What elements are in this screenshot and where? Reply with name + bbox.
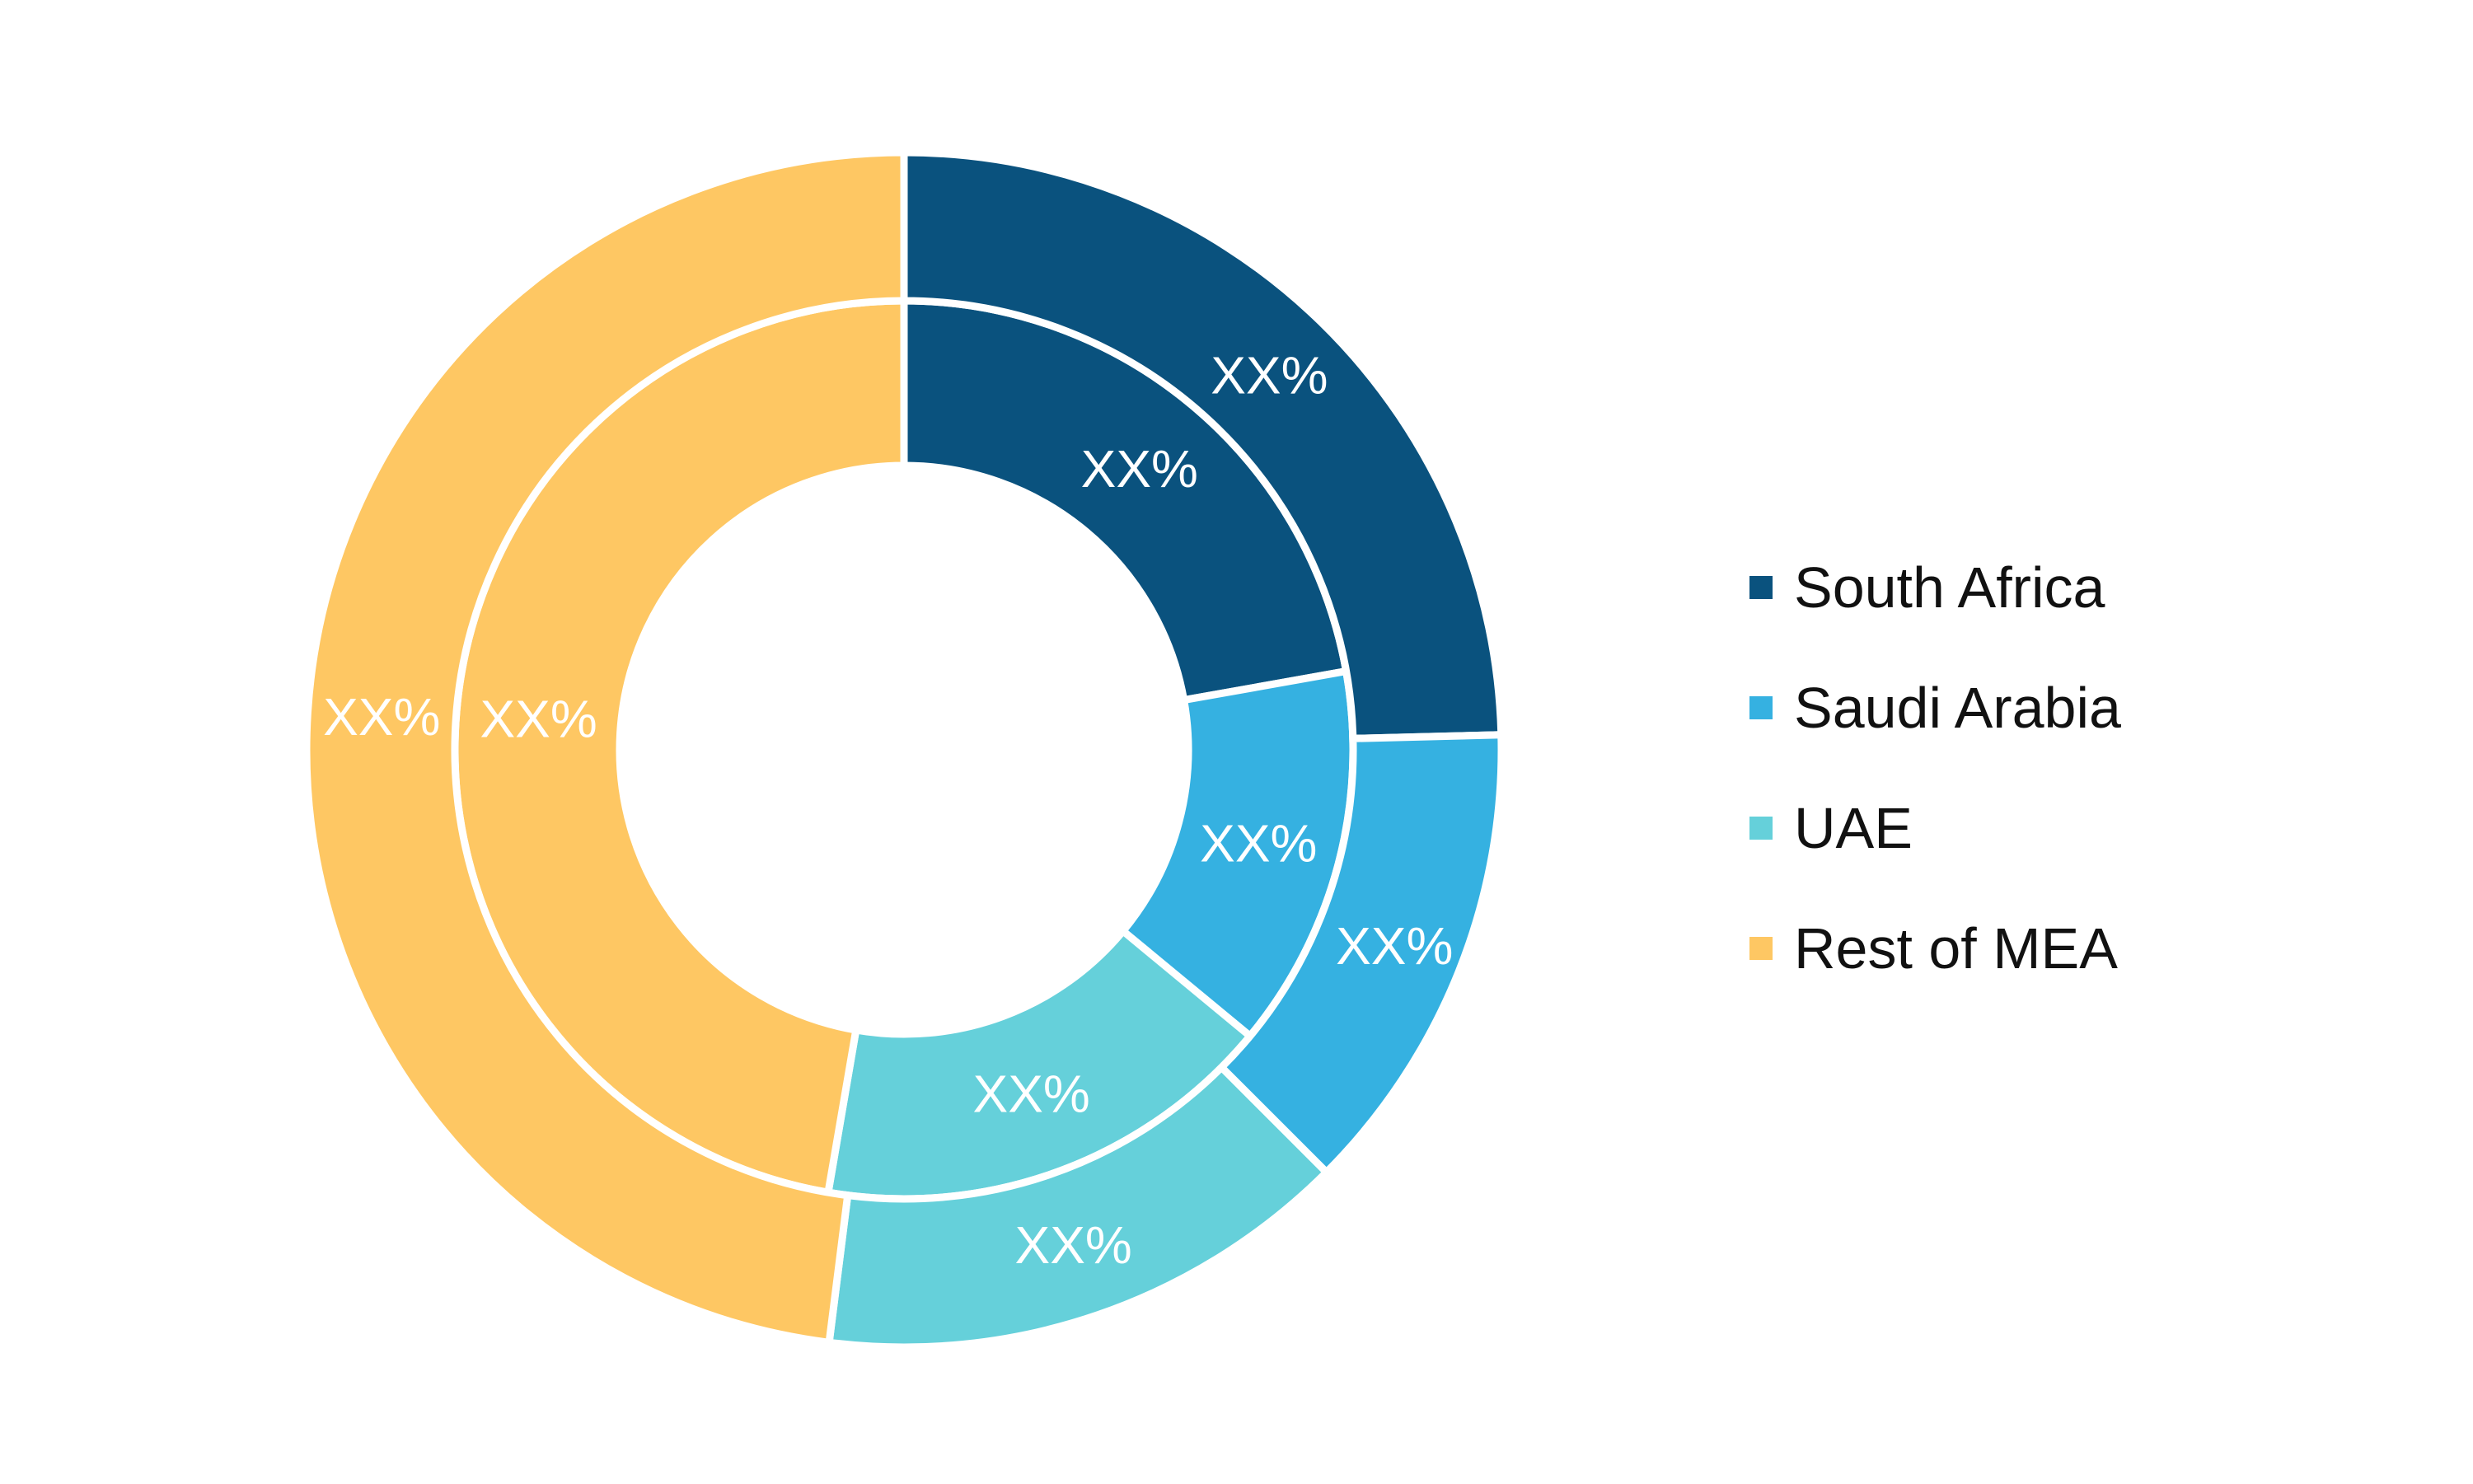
inner-label-rest-of-mea: XX% (480, 689, 597, 748)
legend-swatch (1749, 696, 1773, 719)
legend-swatch (1749, 576, 1773, 599)
legend-item-rest-of-mea: Rest of MEA (1749, 888, 2121, 1009)
outer-label-saudi-arabia: XX% (1336, 916, 1453, 976)
legend-item-uae: UAE (1749, 768, 2121, 888)
inner-label-south-africa: XX% (1081, 439, 1198, 499)
legend-swatch (1749, 937, 1773, 960)
legend-label: Saudi Arabia (1794, 676, 2121, 740)
legend-label: Rest of MEA (1794, 916, 2118, 981)
inner-label-uae: XX% (973, 1064, 1090, 1123)
outer-label-south-africa: XX% (1211, 345, 1328, 405)
legend-item-south-africa: South Africa (1749, 527, 2121, 648)
outer-slice-south-africa (900, 148, 1506, 742)
outer-label-rest-of-mea: XX% (323, 687, 440, 747)
outer-label-uae: XX% (1015, 1215, 1132, 1275)
inner-label-saudi-arabia: XX% (1200, 813, 1317, 873)
outer-slice-rest-of-mea (302, 148, 908, 1347)
legend: South Africa Saudi Arabia UAE Rest of MEA (1749, 527, 2121, 1009)
legend-swatch (1749, 817, 1773, 840)
legend-label: South Africa (1794, 555, 2105, 620)
legend-item-saudi-arabia: Saudi Arabia (1749, 648, 2121, 768)
legend-label: UAE (1794, 796, 1913, 860)
